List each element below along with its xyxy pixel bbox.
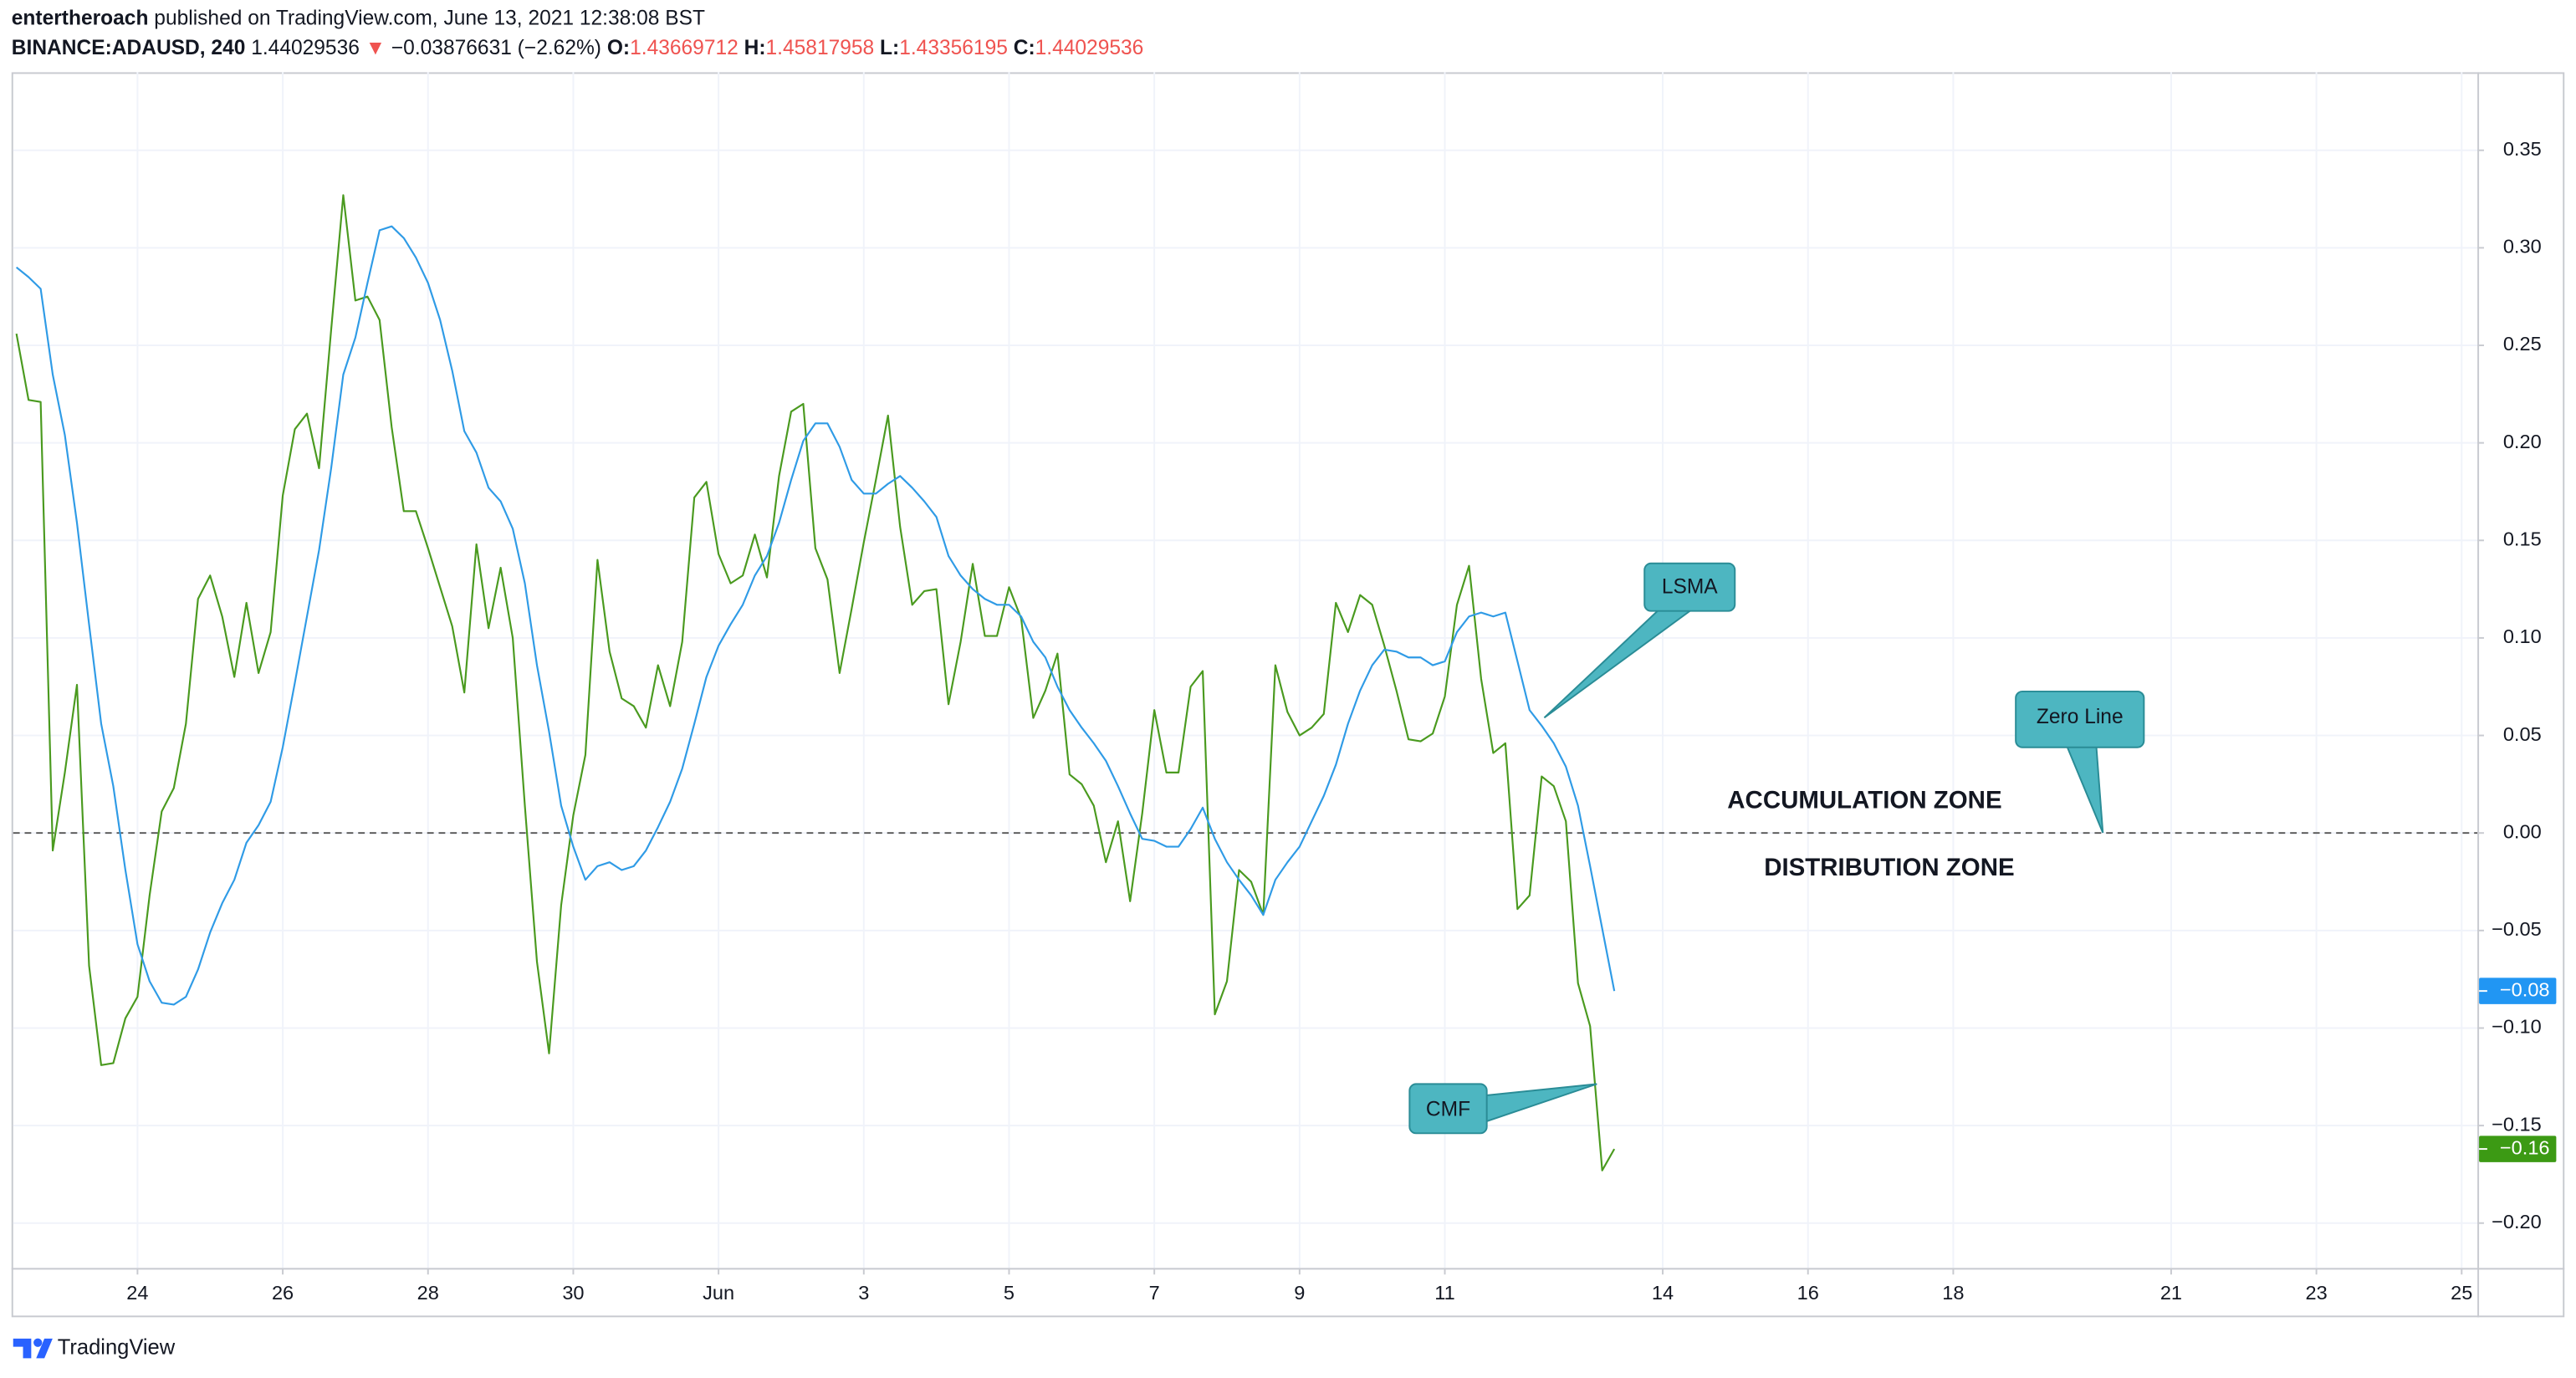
- last-price: 1.44029536: [251, 37, 360, 59]
- price-label: −0.08: [2500, 978, 2550, 1000]
- header-line-2: BINANCE:ADAUSD, 240 1.44029536 ▼ −0.0387…: [12, 37, 1144, 59]
- published: published on TradingView.com, June 13, 2…: [154, 8, 705, 30]
- callout-box: [1643, 562, 1736, 612]
- chart-frame: [11, 72, 2565, 1318]
- callout-text: LSMA: [1662, 576, 1718, 599]
- x-tick-label: 3: [858, 1282, 869, 1304]
- ohlc-value: 1.43356195: [899, 37, 1008, 59]
- x-tick-label: 7: [1149, 1282, 1160, 1304]
- accumulation-zone: ACCUMULATION ZONE: [1727, 786, 2001, 814]
- callout-text: CMF: [1426, 1098, 1470, 1120]
- x-tick-label: 30: [562, 1282, 584, 1304]
- axes: −0.20 −0.15 −0.10 −0.05 0.00 0.05 0.10 0.15 0.20…: [126, 138, 2557, 1304]
- x-tick-label: 28: [417, 1282, 439, 1304]
- y-tick-label: 0.20: [2503, 431, 2542, 452]
- x-tick-label: 16: [1797, 1282, 1819, 1304]
- x-tick-label: 14: [1652, 1282, 1674, 1304]
- callout-pointer: [1484, 1083, 1597, 1123]
- y-tick-label: −0.20: [2492, 1211, 2542, 1233]
- footer-brand: TradingView: [58, 1335, 176, 1359]
- price-label-box: [2479, 977, 2557, 1004]
- y-tick-label: 0.10: [2503, 625, 2542, 647]
- series-line: [15, 194, 1616, 1171]
- x-tick-label: 26: [272, 1282, 294, 1304]
- callout-box: [1408, 1083, 1488, 1135]
- callout-cmf: CMF: [1408, 1083, 1597, 1135]
- callout-box: [2015, 690, 2145, 748]
- y-tick-label: 0.25: [2503, 333, 2542, 355]
- x-tick-label: 23: [2306, 1282, 2328, 1304]
- ohlc-value: 1.44029536: [1035, 37, 1144, 59]
- y-tick-label: 0.05: [2503, 723, 2542, 745]
- callout-text: Zero Line: [2037, 706, 2124, 728]
- y-tick-label: 0.15: [2503, 528, 2542, 550]
- callout-pointer: [1543, 608, 1695, 719]
- x-tick-label: 24: [126, 1282, 148, 1304]
- author: entertheroach: [12, 8, 149, 30]
- series-line: [15, 225, 1616, 1006]
- y-tick-label: −0.05: [2492, 918, 2542, 940]
- y-tick-label: −0.15: [2492, 1113, 2542, 1135]
- distribution-zone: DISTRIBUTION ZONE: [1764, 854, 2014, 881]
- y-tick-label: 0.35: [2503, 138, 2542, 160]
- ohlc-label: C:: [1014, 37, 1035, 59]
- x-tick-label: 25: [2451, 1282, 2472, 1304]
- y-tick-label: 0.30: [2503, 236, 2542, 258]
- price-label-box: [2479, 1136, 2557, 1162]
- ohlc-label: O:: [607, 37, 630, 59]
- logo-dot: [33, 1338, 43, 1347]
- grid: [13, 72, 2478, 1268]
- callout-lsma: LSMA: [1543, 562, 1736, 719]
- price-label: −0.16: [2500, 1136, 2550, 1158]
- x-tick-label: 5: [1004, 1282, 1015, 1304]
- logo-mark: [36, 1338, 53, 1359]
- footer-logo: TradingView: [13, 1335, 176, 1359]
- y-tick-label: −0.10: [2492, 1016, 2542, 1038]
- x-tick-label: Jun: [703, 1282, 734, 1304]
- ohlc-value: 1.45817958: [766, 37, 875, 59]
- ohlc-label: L:: [880, 37, 899, 59]
- callout-zero-line: Zero Line: [2015, 690, 2145, 834]
- plot-area: [13, 194, 2478, 1171]
- logo-mark: [13, 1338, 32, 1359]
- header-line-1: entertheroach published on TradingView.c…: [12, 8, 705, 30]
- x-tick-label: 9: [1294, 1282, 1305, 1304]
- callout-pointer: [2065, 744, 2104, 834]
- y-tick-label: 0.00: [2503, 820, 2542, 842]
- x-tick-label: 18: [1942, 1282, 1964, 1304]
- change: −0.03876631 (−2.62%): [391, 37, 601, 59]
- x-tick-label: 11: [1434, 1282, 1454, 1304]
- x-tick-label: 21: [2160, 1282, 2182, 1304]
- symbol: BINANCE:ADAUSD, 240: [12, 37, 246, 59]
- ohlc-label: H:: [744, 37, 766, 59]
- down-arrow: ▼: [365, 37, 386, 59]
- ohlc-value: 1.43669712: [630, 37, 739, 59]
